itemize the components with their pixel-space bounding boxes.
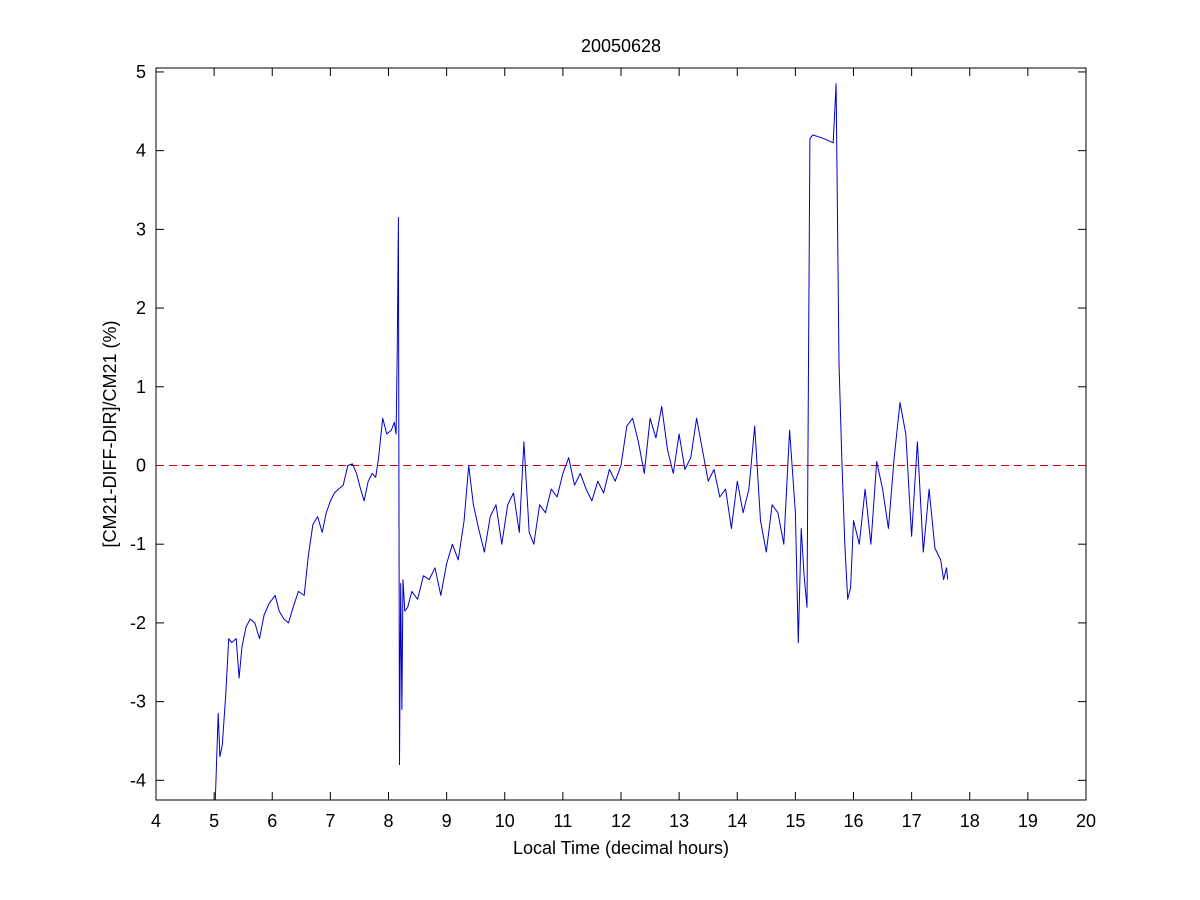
series-group: [214, 83, 949, 801]
y-tick-label: -1: [130, 534, 146, 554]
x-tick-label: 4: [151, 811, 161, 831]
y-tick-label: -4: [130, 770, 146, 790]
y-tick-label: 0: [136, 455, 146, 475]
y-tick-label: -2: [130, 613, 146, 633]
plot-frame: [155, 67, 1087, 801]
y-axis-label: [CM21-DIFF-DIR]/CM21 (%): [100, 320, 120, 547]
x-tick-label: 14: [727, 811, 747, 831]
y-tick-label: 3: [136, 219, 146, 239]
plot-area: [156, 68, 1086, 800]
x-tick-label: 19: [1018, 811, 1038, 831]
x-tick-label: 17: [902, 811, 922, 831]
x-tick-label: 16: [843, 811, 863, 831]
x-tick-label: 20: [1076, 811, 1096, 831]
series-line: [214, 83, 949, 801]
x-tick-label: 18: [960, 811, 980, 831]
x-axis-label: Local Time (decimal hours): [513, 838, 729, 858]
y-tick-label: 2: [136, 298, 146, 318]
x-tick-label: 15: [785, 811, 805, 831]
y-tick-label: -3: [130, 692, 146, 712]
x-tick-label: 7: [325, 811, 335, 831]
chart-title: 20050628: [581, 36, 661, 56]
y-tick-label: 5: [136, 62, 146, 82]
x-tick-label: 9: [442, 811, 452, 831]
axis-tick-labels: 4 5 6 7 8 9 10 11 12 13 14 15 16 17 18 19 20-4-3-2-10123…: [130, 62, 1096, 831]
y-tick-label: 1: [136, 377, 146, 397]
x-tick-label: 5: [209, 811, 219, 831]
x-tick-label: 8: [383, 811, 393, 831]
x-tick-label: 10: [495, 811, 515, 831]
x-tick-label: 12: [611, 811, 631, 831]
x-tick-label: 13: [669, 811, 689, 831]
y-tick-label: 4: [136, 141, 146, 161]
x-tick-label: 11: [554, 811, 573, 831]
x-tick-label: 6: [267, 811, 277, 831]
